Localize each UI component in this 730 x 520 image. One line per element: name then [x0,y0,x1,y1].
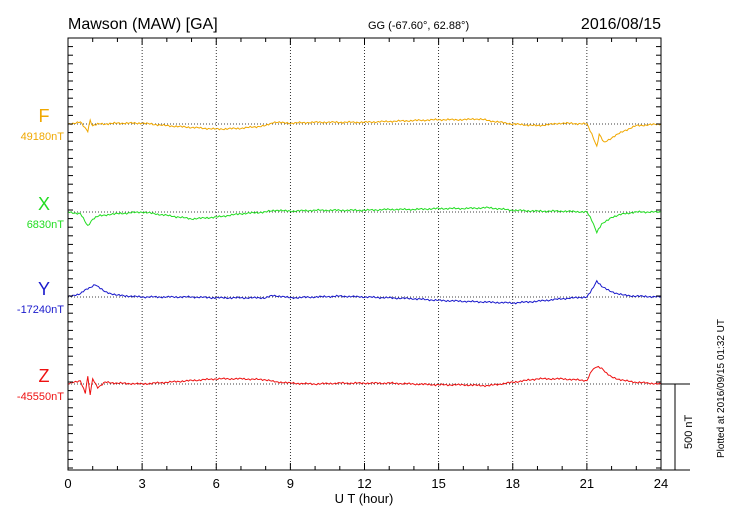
x-tick-label: 21 [580,476,594,491]
series-name-y: Y [38,279,50,299]
x-axis-label: U T (hour) [335,491,394,506]
series-name-x: X [38,194,50,214]
plotted-timestamp: Plotted at 2016/09/15 01:32 UT [716,319,727,458]
series-line-y [67,279,662,305]
series-baseline-f: 49180nT [21,131,65,143]
series-line-f [67,117,662,148]
x-tick-label: 12 [357,476,371,491]
series-line-x [67,206,662,235]
x-tick-label: 18 [506,476,520,491]
series-name-f: F [39,106,50,126]
scale-bar: 500 nT [661,383,695,471]
station-coordinates: GG (-67.60°, 62.88°) [368,20,469,32]
scale-bar-label: 500 nT [683,414,695,449]
x-tick-label: 6 [213,476,220,491]
x-tick-labels: 0 3 6 9 12 15 18 21 24 [64,476,668,491]
axis-ticks [67,38,662,470]
x-tick-label: 0 [64,476,71,491]
x-tick-label: 15 [431,476,445,491]
series-baseline-y: -17240nT [17,304,64,316]
x-tick-label: 24 [654,476,668,491]
station-title: Mawson (MAW) [GA] [68,16,218,33]
series-line-z [68,365,662,395]
series-name-z: Z [39,366,50,386]
series-lines [67,117,662,395]
grid-lines [141,38,588,470]
x-tick-label: 3 [139,476,146,491]
series-baseline-x: 6830nT [27,219,65,231]
series-baseline-z: -45550nT [17,391,64,403]
series-labels: F 49180nT X 6830nT Y -17240nT Z -45550nT [17,106,64,403]
x-tick-label: 9 [287,476,294,491]
chart-date: 2016/08/15 [581,16,661,33]
